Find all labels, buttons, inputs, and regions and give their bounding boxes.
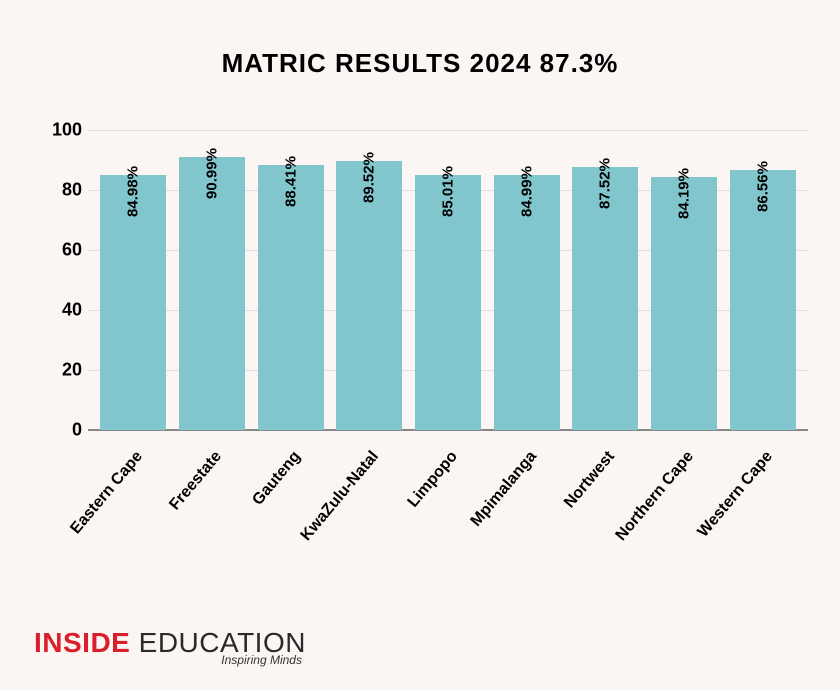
y-tick-80: 80 [40, 180, 82, 201]
bar-kwazulu-natal: 89.52% [336, 161, 402, 430]
x-label: Nortwest [561, 448, 619, 512]
bar-northern-cape: 84.19% [651, 177, 717, 430]
chart-container: 100 80 60 40 20 0 84.98% 90.99% 88.41% 8… [40, 130, 810, 560]
bar-freestate: 90.99% [179, 157, 245, 430]
x-label: Limpopo [405, 448, 462, 511]
chart-title: MATRIC RESULTS 2024 87.3% [0, 0, 840, 79]
bars-group: 84.98% 90.99% 88.41% 89.52% 85.01% 84.99… [88, 130, 808, 430]
x-label: Eastern Cape [68, 448, 148, 538]
x-label: Freestate [166, 448, 226, 514]
y-tick-0: 0 [40, 420, 82, 441]
bar-value-label: 84.19% [676, 169, 693, 220]
logo-inside-rest: NSIDE [42, 627, 130, 658]
x-axis-labels: Eastern Cape Freestate Gauteng KwaZulu-N… [88, 438, 808, 558]
y-tick-60: 60 [40, 240, 82, 261]
bar-eastern-cape: 84.98% [100, 175, 166, 430]
bar-limpopo: 85.01% [415, 175, 481, 430]
bar-value-label: 84.99% [518, 166, 535, 217]
bar-value-label: 84.98% [125, 166, 142, 217]
bar-value-label: 90.99% [204, 148, 221, 199]
y-tick-40: 40 [40, 300, 82, 321]
bar-western-cape: 86.56% [730, 170, 796, 430]
bar-value-label: 88.41% [282, 156, 299, 207]
bar-value-label: 87.52% [597, 159, 614, 210]
bar-mpimalanga: 84.99% [494, 175, 560, 430]
logo-inside: INSIDE [34, 627, 130, 658]
bar-value-label: 89.52% [361, 153, 378, 204]
y-tick-100: 100 [40, 120, 82, 141]
x-label: Gauteng [249, 448, 304, 509]
bar-value-label: 86.56% [754, 161, 771, 212]
plot-area: 84.98% 90.99% 88.41% 89.52% 85.01% 84.99… [88, 130, 808, 430]
bar-value-label: 85.01% [440, 166, 457, 217]
bar-nortwest: 87.52% [572, 167, 638, 430]
y-tick-20: 20 [40, 360, 82, 381]
brand-logo: INSIDE EDUCATION Inspiring Minds [34, 629, 306, 666]
bar-gauteng: 88.41% [258, 165, 324, 430]
